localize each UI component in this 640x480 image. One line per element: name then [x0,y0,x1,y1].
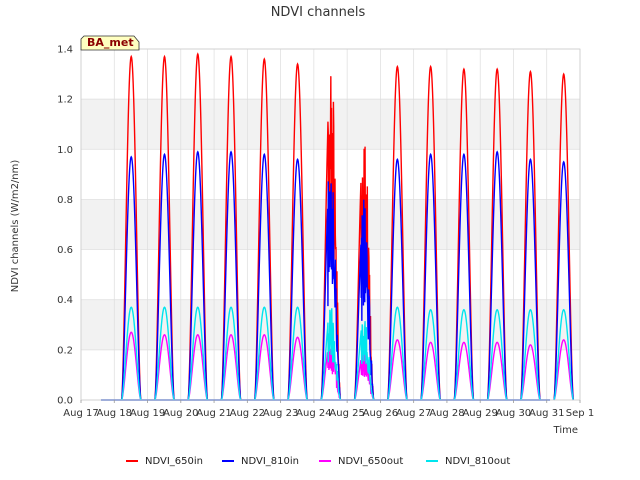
legend-label: NDVI_810in [241,456,299,467]
x-tick-label: Aug 27 [396,408,431,419]
site-badge: BA_met [80,35,140,51]
x-tick-label: Sep 1 [566,408,594,419]
y-tick-label: 1.2 [57,95,73,106]
x-tick-label: Aug 17 [63,408,98,419]
x-tick-label: Aug 24 [296,408,331,419]
x-tick-label: Aug 19 [130,408,165,419]
x-tick-label: Aug 28 [429,408,464,419]
x-tick-label: Aug 21 [196,408,231,419]
x-tick-label: Aug 22 [230,408,265,419]
chart-title: NDVI channels [271,5,366,20]
x-tick-label: Aug 26 [363,408,398,419]
y-tick-label: 1.4 [57,45,73,56]
y-tick-labels: 0.0 0.2 0.4 0.6 0.8 1.0 1.2 1.4 [57,45,73,407]
y-axis-label: NDVI channels (W/m2/nm) [10,160,21,293]
series-ndvi-810in [120,150,575,401]
legend-label: NDVI_650in [145,456,203,467]
x-tick-label: Aug 31 [529,408,564,419]
series-ndvi-810out [120,306,574,401]
y-tick-label: 0.2 [57,345,73,356]
x-tick-label: Aug 29 [462,408,497,419]
y-tick-label: 0.8 [57,195,73,206]
y-tick-label: 0.0 [57,396,73,407]
legend-label: NDVI_650out [338,456,403,467]
y-tick-label: 1.0 [57,145,73,156]
y-tick-label: 0.6 [57,245,73,256]
x-axis-label: Time [553,425,578,436]
x-tick-label: Aug 25 [329,408,364,419]
x-tick-label: Aug 18 [97,408,132,419]
legend: NDVI_650in NDVI_810in NDVI_650out NDVI_810o… [126,456,510,467]
x-tick-label: Aug 20 [163,408,198,419]
plot-frame [80,48,581,401]
legend-label: NDVI_810out [445,456,510,467]
site-badge-label: BA_met [87,36,134,49]
x-tick-label: Aug 23 [263,408,298,419]
x-tick-label: Aug 30 [496,408,531,419]
series-ndvi-650in [120,52,575,401]
y-tick-label: 0.4 [57,295,73,306]
